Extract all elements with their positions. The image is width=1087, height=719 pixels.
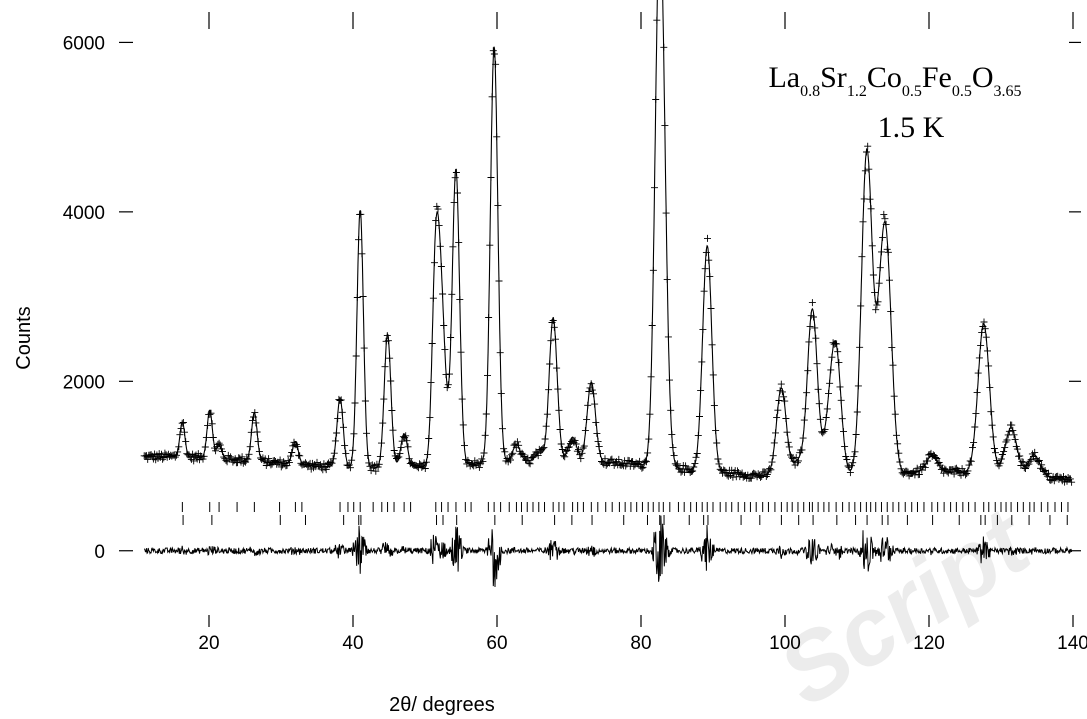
sample-annotation: La0.8Sr1.2Co0.5Fe0.5O3.65 1.5 K	[768, 61, 1021, 144]
sample-temperature: 1.5 K	[878, 111, 945, 144]
y-axis: 0 2000 4000 6000	[63, 33, 1081, 563]
x-tick-label: 120	[913, 633, 945, 654]
y-tick-label: 6000	[63, 33, 105, 54]
x-tick-label: 140	[1057, 633, 1087, 654]
difference-line	[143, 515, 1073, 588]
x-tick-label: 20	[198, 633, 219, 654]
x-axis: 20 40 60 80 100 120 140	[198, 12, 1087, 654]
reflection-row-1	[181, 502, 1069, 512]
sample-formula: La0.8Sr1.2Co0.5Fe0.5O3.65	[768, 61, 1021, 100]
reflection-row-2	[182, 515, 1068, 525]
reflection-ticks	[181, 502, 1069, 525]
y-tick-label: 2000	[63, 372, 105, 393]
y-axis-title: Counts	[13, 306, 35, 369]
x-tick-label: 60	[486, 633, 507, 654]
x-axis-title: 2θ/ degrees	[389, 694, 495, 716]
x-tick-label: 100	[769, 633, 801, 654]
x-tick-label: 40	[342, 633, 363, 654]
x-tick-label: 80	[630, 633, 651, 654]
y-tick-label: 4000	[63, 203, 105, 224]
difference-curve	[143, 515, 1073, 588]
observed-points	[140, 16, 1076, 486]
observed-markers	[140, 16, 1076, 486]
watermark: Script	[760, 487, 1050, 719]
y-tick-label: 0	[94, 542, 105, 563]
